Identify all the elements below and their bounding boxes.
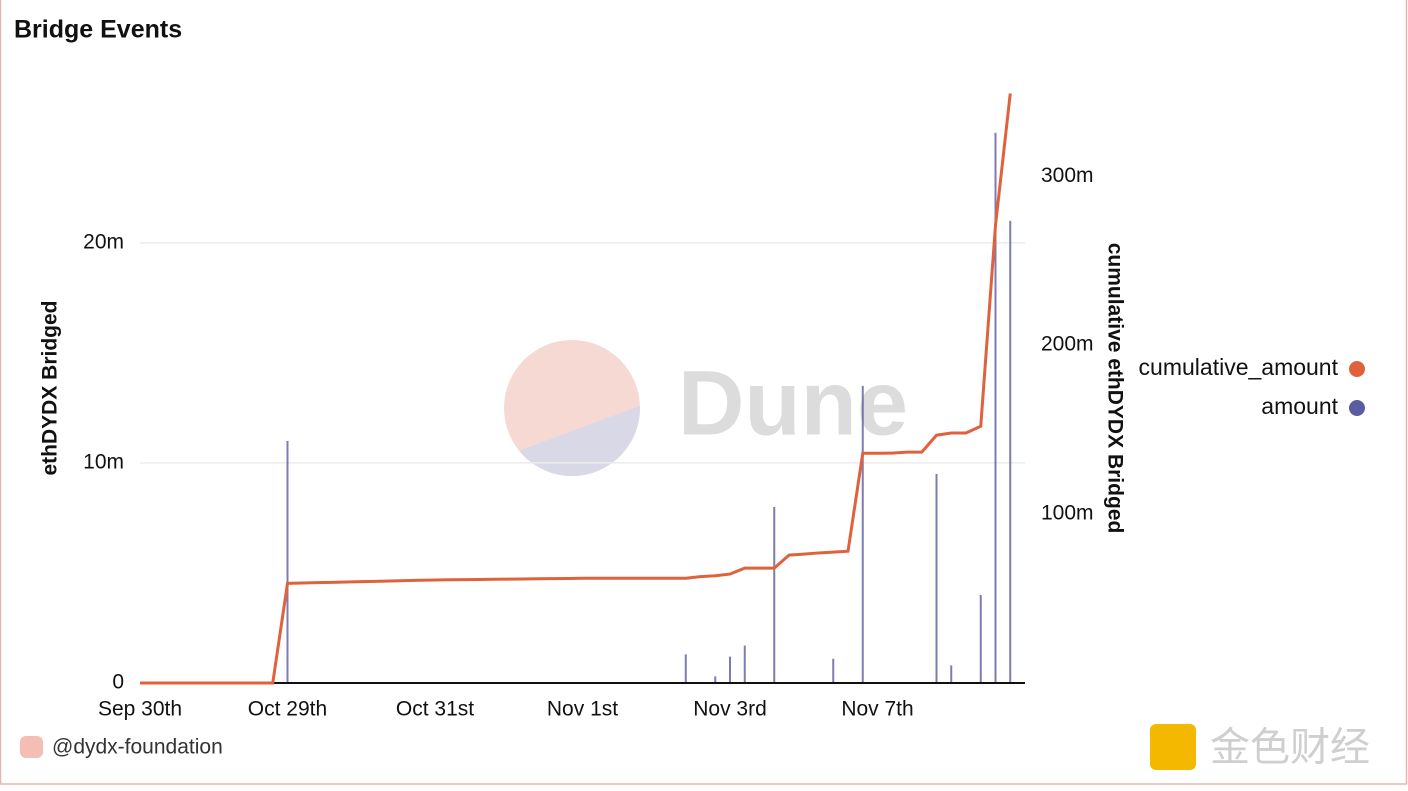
bar bbox=[1009, 220, 1012, 683]
bar bbox=[935, 473, 938, 683]
bar bbox=[773, 506, 776, 683]
y-tick-label: 20m bbox=[83, 230, 124, 253]
bar bbox=[979, 594, 982, 683]
bar bbox=[832, 658, 835, 683]
x-tick-label: Nov 7th bbox=[841, 698, 913, 721]
bar bbox=[286, 440, 289, 683]
line bbox=[140, 93, 1012, 685]
legend-label: cumulative_amount bbox=[1139, 354, 1339, 380]
x-tick-label: Oct 31st bbox=[396, 698, 474, 721]
bar bbox=[994, 132, 997, 684]
y-axis-label: ethDYDX Bridged bbox=[39, 300, 62, 475]
x-tick-label: Nov 3rd bbox=[693, 698, 767, 721]
y2-tick-label: 300m bbox=[1041, 164, 1094, 187]
y2-tick-label: 200m bbox=[1041, 333, 1094, 356]
watermark-logo bbox=[504, 340, 640, 476]
y-tick-label: 0 bbox=[112, 671, 124, 694]
bar bbox=[684, 654, 687, 683]
y-tick-label: 10m bbox=[83, 450, 124, 473]
bar bbox=[950, 665, 953, 683]
x-tick-label: Oct 29th bbox=[248, 698, 327, 721]
corner-mark: 金色财经 bbox=[1210, 726, 1370, 770]
x-tick-label: Nov 1st bbox=[547, 698, 618, 721]
watermark-text: Dune bbox=[678, 352, 908, 454]
bar bbox=[861, 385, 864, 683]
legend-marker bbox=[1349, 361, 1365, 377]
y2-tick-label: 100m bbox=[1041, 502, 1094, 525]
bar bbox=[714, 676, 717, 683]
bar bbox=[743, 645, 746, 683]
x-tick-label: Sep 30th bbox=[98, 698, 182, 721]
legend-label: amount bbox=[1261, 393, 1338, 419]
footer-text: @dydx-foundation bbox=[52, 736, 223, 759]
legend-marker bbox=[1349, 400, 1365, 416]
bar bbox=[729, 656, 731, 683]
chart-title: Bridge Events bbox=[14, 16, 182, 44]
footer-icon bbox=[20, 736, 43, 758]
plot: 0 10m 20m 100m 200m 300m Sep 30th Oct 29th Oct 3… bbox=[83, 93, 1094, 721]
corner-logo bbox=[1150, 724, 1196, 770]
y2-axis-label: cumulative ethDYDX Bridged bbox=[1103, 243, 1126, 534]
